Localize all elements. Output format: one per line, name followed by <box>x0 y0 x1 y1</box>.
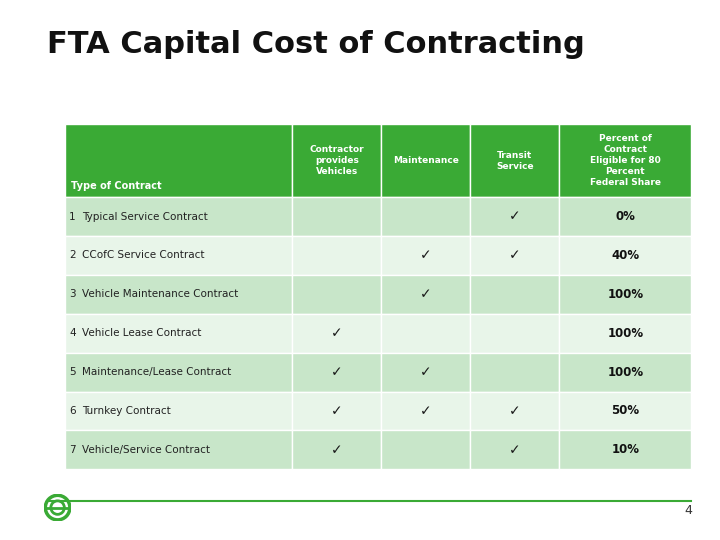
Text: Vehicle/Service Contract: Vehicle/Service Contract <box>82 445 210 455</box>
Text: ✓: ✓ <box>331 326 343 340</box>
Text: Typical Service Contract: Typical Service Contract <box>82 212 208 221</box>
Text: CCofC Service Contract: CCofC Service Contract <box>82 251 204 260</box>
Text: ✓: ✓ <box>420 365 431 379</box>
Text: 50%: 50% <box>611 404 639 417</box>
Text: 7: 7 <box>69 445 76 455</box>
Text: Vehicle Maintenance Contract: Vehicle Maintenance Contract <box>82 289 238 299</box>
Text: 5: 5 <box>69 367 76 377</box>
Text: FTA Capital Cost of Contracting: FTA Capital Cost of Contracting <box>47 30 585 59</box>
Text: 100%: 100% <box>607 288 644 301</box>
Text: 0%: 0% <box>616 210 635 223</box>
Text: ✓: ✓ <box>509 404 521 418</box>
Text: ✓: ✓ <box>420 404 431 418</box>
Text: Percent of
Contract
Eligible for 80
Percent
Federal Share: Percent of Contract Eligible for 80 Perc… <box>590 134 661 187</box>
Text: Turnkey Contract: Turnkey Contract <box>82 406 171 416</box>
Text: ✓: ✓ <box>331 365 343 379</box>
Text: Transit
Service: Transit Service <box>496 151 534 171</box>
Text: 1: 1 <box>69 212 76 221</box>
Text: ✓: ✓ <box>420 287 431 301</box>
Text: ✓: ✓ <box>331 443 343 457</box>
Text: 2: 2 <box>69 251 76 260</box>
Text: 100%: 100% <box>607 327 644 340</box>
Text: 100%: 100% <box>607 366 644 379</box>
Text: 6: 6 <box>69 406 76 416</box>
Text: Maintenance/Lease Contract: Maintenance/Lease Contract <box>82 367 231 377</box>
Text: 40%: 40% <box>611 249 639 262</box>
Text: 4: 4 <box>685 504 693 517</box>
Text: ✓: ✓ <box>509 443 521 457</box>
Text: ✓: ✓ <box>509 248 521 262</box>
Text: Type of Contract: Type of Contract <box>71 180 161 191</box>
Text: ✓: ✓ <box>331 404 343 418</box>
Text: 10%: 10% <box>611 443 639 456</box>
Text: Maintenance: Maintenance <box>393 156 459 165</box>
Text: Vehicle Lease Contract: Vehicle Lease Contract <box>82 328 202 338</box>
Text: 4: 4 <box>69 328 76 338</box>
Text: 3: 3 <box>69 289 76 299</box>
Text: ✓: ✓ <box>509 210 521 224</box>
Text: Contractor
provides
Vehicles: Contractor provides Vehicles <box>310 145 364 176</box>
Text: ✓: ✓ <box>420 248 431 262</box>
